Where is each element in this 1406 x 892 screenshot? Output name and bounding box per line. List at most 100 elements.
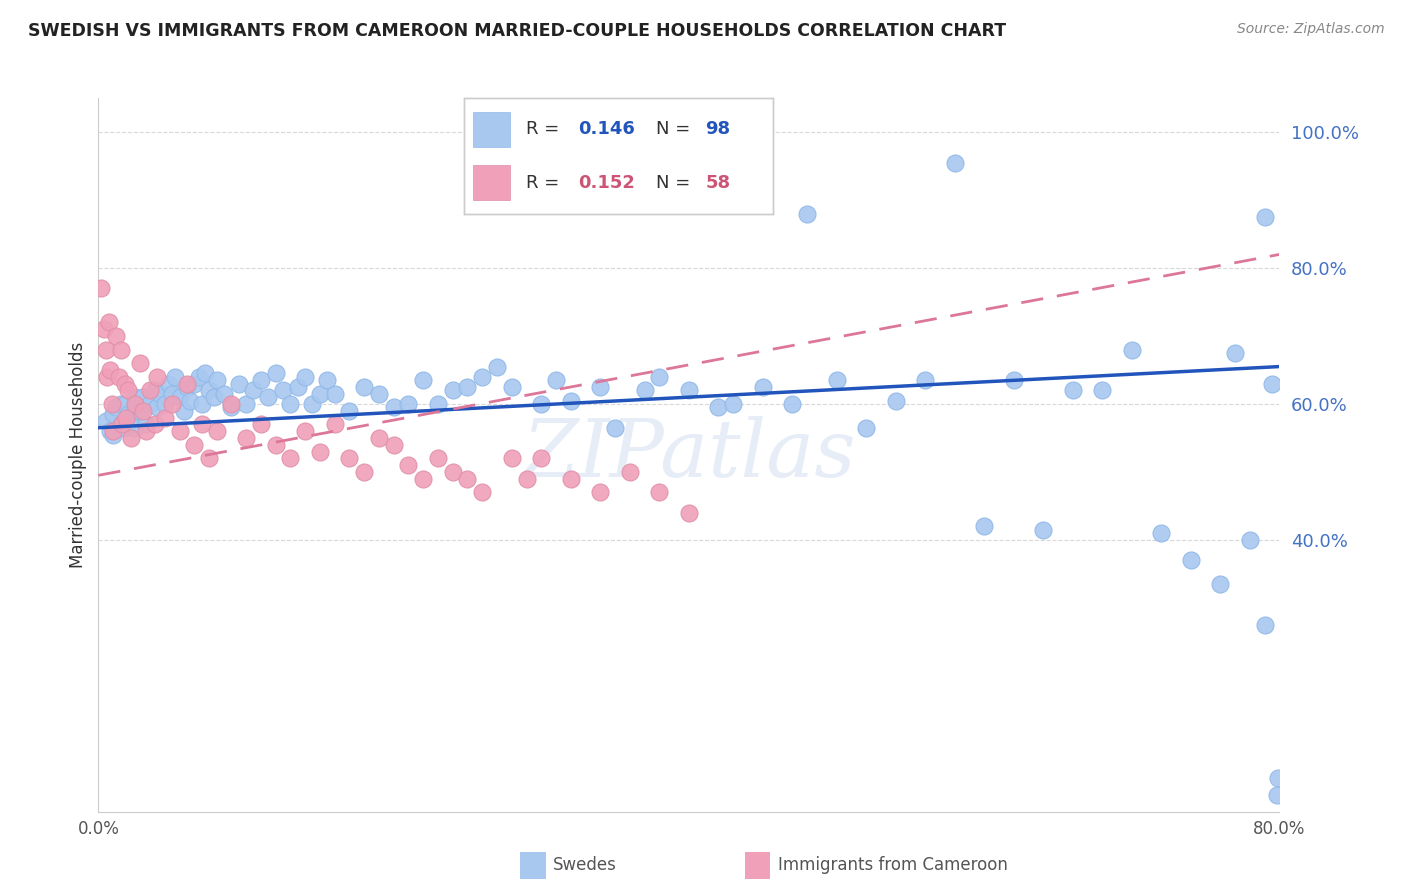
Point <box>648 369 671 384</box>
Point <box>1180 553 1202 567</box>
Text: ZIPatlas: ZIPatlas <box>522 417 856 493</box>
Point <box>110 343 132 357</box>
Point <box>105 329 128 343</box>
Point <box>90 281 112 295</box>
Point <box>855 421 877 435</box>
Text: Immigrants from Cameroon: Immigrants from Cameroon <box>778 856 1007 874</box>
Point <box>1062 384 1084 398</box>
Point <box>721 397 744 411</box>
Point <box>100 397 122 411</box>
Point <box>1261 376 1284 391</box>
Point <box>93 322 115 336</box>
Point <box>135 417 157 432</box>
Bar <box>474 165 510 200</box>
Point <box>105 401 128 415</box>
Point <box>219 401 242 415</box>
Point <box>114 397 136 411</box>
Point <box>396 397 419 411</box>
Text: Source: ZipAtlas.com: Source: ZipAtlas.com <box>1237 22 1385 37</box>
Point <box>278 397 302 411</box>
Point <box>264 367 287 381</box>
Point <box>589 380 612 394</box>
Point <box>1091 384 1114 398</box>
Text: SWEDISH VS IMMIGRANTS FROM CAMEROON MARRIED-COUPLE HOUSEHOLDS CORRELATION CHART: SWEDISH VS IMMIGRANTS FROM CAMEROON MARR… <box>28 22 1007 40</box>
Point <box>250 373 273 387</box>
Point <box>135 424 157 438</box>
Point <box>153 410 176 425</box>
Point <box>287 380 309 394</box>
Point <box>1254 210 1277 224</box>
Point <box>124 401 146 415</box>
Point <box>173 403 195 417</box>
Point <box>633 384 655 398</box>
Point <box>973 519 995 533</box>
Point <box>427 451 450 466</box>
Point <box>124 390 146 404</box>
Point <box>132 390 155 404</box>
Point <box>1239 533 1261 547</box>
Point <box>368 386 391 401</box>
Point <box>111 417 134 432</box>
Point <box>169 390 191 404</box>
Point <box>128 403 150 417</box>
Point <box>124 397 146 411</box>
Point <box>219 397 242 411</box>
Point <box>139 384 162 398</box>
Point <box>128 356 150 370</box>
Point <box>353 380 375 394</box>
Point <box>294 369 316 384</box>
Point <box>1150 526 1173 541</box>
Point <box>149 386 172 401</box>
Point <box>257 390 280 404</box>
Point <box>143 417 166 432</box>
Point <box>146 401 169 415</box>
Point <box>412 373 434 387</box>
Y-axis label: Married-couple Households: Married-couple Households <box>69 342 87 568</box>
Point <box>501 451 523 466</box>
Point <box>114 376 136 391</box>
Point <box>198 384 221 398</box>
Point <box>103 407 125 421</box>
Point <box>884 393 907 408</box>
Point <box>103 427 125 442</box>
Bar <box>474 112 510 147</box>
Text: Swedes: Swedes <box>553 856 616 874</box>
Point <box>205 373 228 387</box>
Point <box>301 397 323 411</box>
Point <box>323 386 346 401</box>
Point <box>124 421 146 435</box>
Point <box>530 451 553 466</box>
Point <box>382 401 405 415</box>
Text: N =: N = <box>655 120 696 138</box>
Point <box>235 431 257 445</box>
Point <box>143 384 166 398</box>
Point <box>98 363 121 377</box>
Point <box>264 438 287 452</box>
Point <box>441 384 464 398</box>
Point <box>157 376 180 391</box>
Point <box>278 451 302 466</box>
Point <box>353 465 375 479</box>
Point <box>96 369 118 384</box>
Point <box>707 401 730 415</box>
Point <box>751 380 773 394</box>
Point <box>441 465 464 479</box>
Point <box>678 384 700 398</box>
Point <box>1223 346 1246 360</box>
Point <box>132 403 155 417</box>
Point <box>117 407 139 421</box>
Point <box>605 421 627 435</box>
Point <box>1267 771 1289 785</box>
Point <box>235 397 257 411</box>
Point <box>1265 788 1288 802</box>
Point <box>98 424 121 438</box>
Point <box>202 390 225 404</box>
Text: 98: 98 <box>706 120 730 138</box>
Point <box>316 373 339 387</box>
Point <box>120 431 142 445</box>
Text: N =: N = <box>655 174 696 192</box>
Point <box>114 421 136 435</box>
Point <box>110 397 132 411</box>
Point <box>501 380 523 394</box>
Text: R =: R = <box>526 120 565 138</box>
